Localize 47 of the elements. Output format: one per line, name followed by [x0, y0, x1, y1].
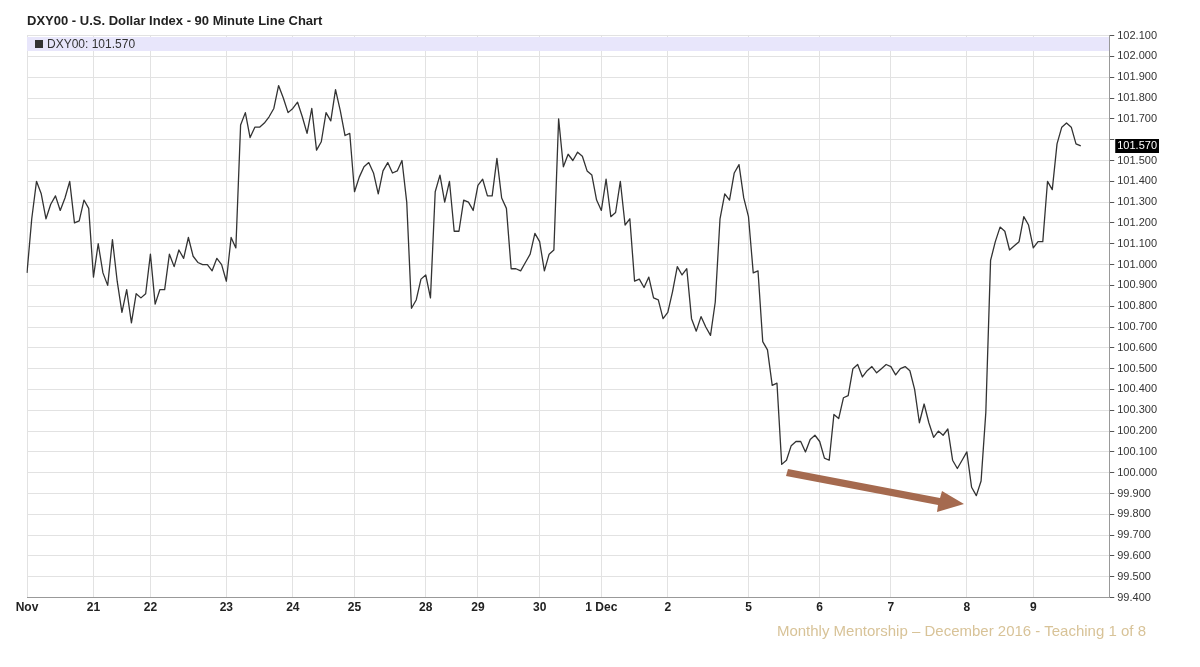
y-tick-label: 99.800	[1117, 507, 1151, 520]
y-tick-label: 101.900	[1117, 70, 1157, 83]
y-tick-label: 99.700	[1117, 528, 1151, 541]
y-tick-label: 100.200	[1117, 424, 1157, 437]
x-tick-label: 8	[963, 600, 971, 615]
x-tick-label: 24	[286, 600, 300, 615]
x-tick-label: 22	[143, 600, 158, 615]
y-tick-label: 99.600	[1117, 549, 1151, 561]
y-tick-label: 100.100	[1117, 444, 1157, 457]
x-tick-label: 28	[419, 600, 433, 615]
y-tick-label: 101.300	[1117, 195, 1157, 208]
x-tick-label: 2	[664, 600, 672, 615]
x-tick-label: 6	[816, 600, 824, 615]
text: 101.570	[1117, 138, 1157, 151]
x-tick-label: 23	[219, 600, 234, 615]
y-tick-label: 102.000	[1117, 49, 1157, 62]
x-tick-label: 7	[887, 600, 895, 615]
x-tick-label: 1 Dec	[585, 600, 618, 615]
y-tick-label: 100.300	[1117, 403, 1157, 416]
y-tick-label: 100.500	[1117, 361, 1157, 374]
y-tick-label: 100.000	[1117, 465, 1157, 478]
y-tick-label: 99.900	[1117, 486, 1151, 499]
y-tick-label: 101.500	[1117, 153, 1157, 166]
x-tick-label: 29	[471, 600, 485, 615]
y-tick-label: 101.100	[1117, 236, 1157, 249]
x-tick-label: 9	[1029, 600, 1037, 615]
legend-label: DXY00: 101.570	[47, 36, 136, 51]
y-tick-label: 101.000	[1117, 257, 1157, 270]
y-tick-label: 100.800	[1117, 299, 1157, 312]
y-tick-label: 99.500	[1117, 569, 1151, 582]
y-tick-label: 101.800	[1117, 91, 1157, 104]
y-tick-label: 100.400	[1117, 382, 1157, 395]
x-tick-label: 5	[745, 600, 753, 615]
y-tick-label: 101.700	[1117, 111, 1157, 124]
x-tick-label: 30	[532, 600, 547, 615]
x-tick-label: Nov	[15, 600, 39, 615]
y-tick-label: 100.600	[1117, 340, 1157, 353]
x-tick-label: 25	[347, 600, 362, 615]
y-tick-label: 101.400	[1117, 174, 1157, 187]
y-tick-label: 99.400	[1117, 590, 1151, 603]
y-tick-label: 101.200	[1117, 215, 1157, 228]
y-tick-label: 102.100	[1117, 28, 1157, 41]
y-tick-label: 100.900	[1117, 278, 1157, 291]
y-tick-label: 100.700	[1117, 320, 1157, 333]
chart-title: DXY00 - U.S. Dollar Index - 90 Minute Line Chart	[27, 13, 324, 29]
x-tick-label: 21	[86, 600, 101, 615]
text: Monthly Mentorship – December 2016 - Teaching 1 of 8	[775, 622, 1146, 639]
